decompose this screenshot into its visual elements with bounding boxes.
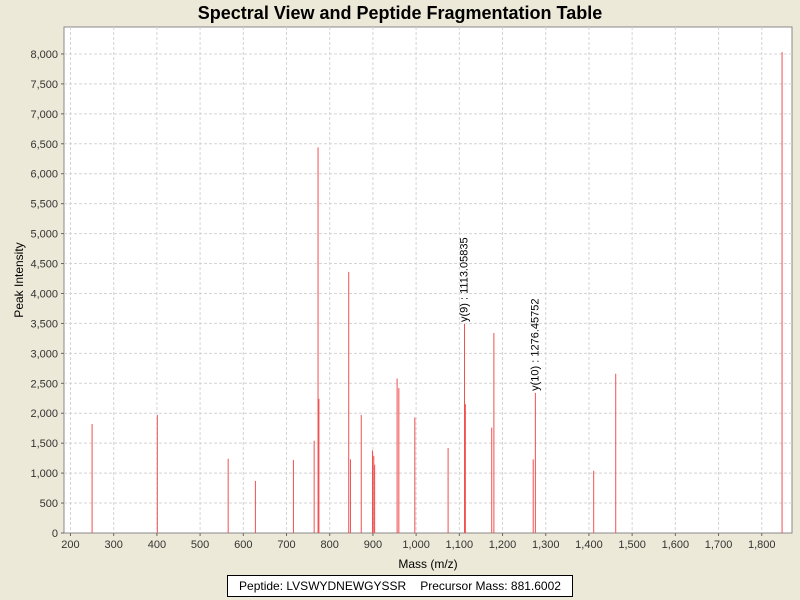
x-tick-label: 200 — [61, 539, 79, 551]
x-tick-label: 900 — [364, 539, 382, 551]
x-tick-label: 300 — [105, 539, 123, 551]
y-tick-label: 500 — [40, 498, 58, 510]
y-tick-label: 5,500 — [30, 199, 58, 211]
x-tick-label: 1,800 — [748, 539, 776, 551]
x-tick-label: 1,600 — [662, 539, 690, 551]
x-tick-label: 1,200 — [489, 539, 517, 551]
y-tick-label: 1,500 — [30, 438, 58, 450]
y-tick-label: 5,000 — [30, 229, 58, 241]
x-tick-label: 1,000 — [402, 539, 430, 551]
legend-box: Peptide: LVSWYDNEWGYSSR Precursor Mass: 8… — [227, 575, 573, 597]
x-tick-label: 1,700 — [705, 539, 733, 551]
annotations: y(9) : 1113.05835 y(10) : 1276.45752 — [459, 237, 542, 390]
axes: 200 300 400 500 600 700 800 900 1,000 1,100 1,200 1… — [30, 49, 775, 551]
y-tick-label: 7,000 — [30, 109, 58, 121]
y-tick-label: 0 — [52, 528, 58, 540]
y-tick-label: 6,000 — [30, 169, 58, 181]
x-tick-label: 1,400 — [575, 539, 603, 551]
peak-annotation: y(9) : 1113.05835 — [459, 237, 471, 322]
y-tick-label: 2,500 — [30, 378, 58, 390]
y-tick-label: 7,500 — [30, 79, 58, 91]
x-tick-label: 500 — [191, 539, 209, 551]
y-tick-label: 1,000 — [30, 468, 58, 480]
grid-lines — [64, 27, 792, 533]
y-tick-label: 4,000 — [30, 288, 58, 300]
x-tick-label: 1,100 — [446, 539, 474, 551]
plot-area — [63, 26, 793, 534]
legend-precursor-mass: Precursor Mass: 881.6002 — [420, 579, 561, 593]
x-tick-label: 800 — [321, 539, 339, 551]
y-tick-label: 8,000 — [30, 49, 58, 61]
legend-peptide: Peptide: LVSWYDNEWGYSSR — [239, 579, 407, 593]
x-tick-label: 400 — [148, 539, 166, 551]
x-tick-label: 1,500 — [618, 539, 646, 551]
x-tick-label: 600 — [234, 539, 252, 551]
chart-title: Spectral View and Peptide Fragmentation … — [197, 3, 603, 23]
x-tick-label: 700 — [277, 539, 295, 551]
y-tick-label: 6,500 — [30, 139, 58, 151]
peaks — [91, 52, 783, 533]
y-tick-label: 4,500 — [30, 259, 58, 271]
y-tick-label: 3,000 — [30, 348, 58, 360]
x-tick-label: 1,300 — [532, 539, 560, 551]
y-axis-label: Peak Intensity — [12, 242, 26, 317]
y-tick-label: 2,000 — [30, 408, 58, 420]
x-axis-label: Mass (m/z) — [398, 557, 457, 571]
peak-annotation: y(10) : 1276.45752 — [529, 299, 541, 391]
y-tick-label: 3,500 — [30, 318, 58, 330]
